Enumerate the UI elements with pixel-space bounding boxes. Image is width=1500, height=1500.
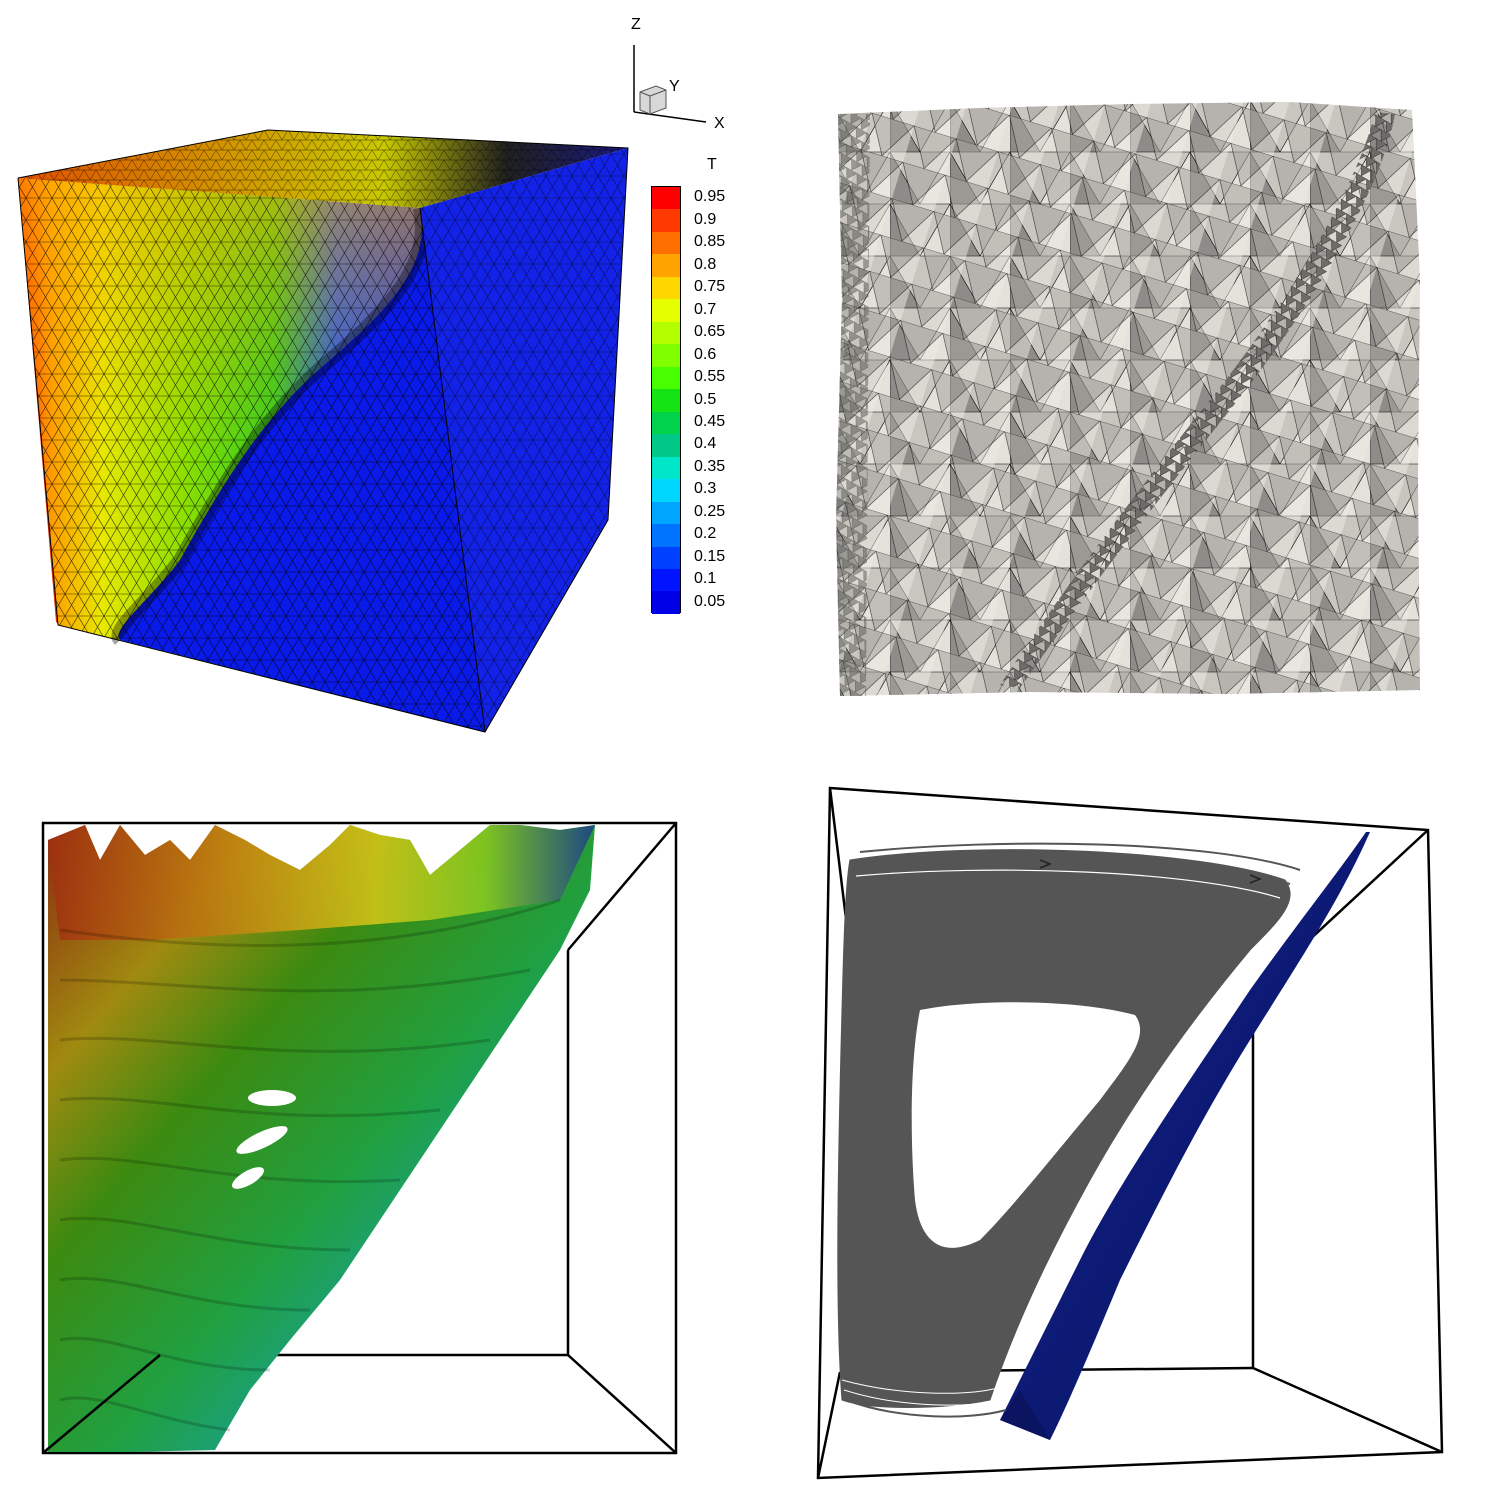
isosurface-hole xyxy=(236,1126,288,1154)
axis-x-label: X xyxy=(714,115,725,132)
colorbar-tick-label: 0.55 xyxy=(694,368,726,386)
colorbar-tick-label: 0.15 xyxy=(694,547,726,565)
colorbar-swatch xyxy=(652,366,680,390)
colorbar-tick-label: 0.35 xyxy=(694,457,726,475)
colorbar-tick-label: 0.95 xyxy=(694,188,726,206)
colorbar-swatch xyxy=(652,568,680,592)
colorbar-swatch xyxy=(652,456,680,480)
colorbar-title: T xyxy=(707,156,717,173)
axis-z-label: Z xyxy=(631,16,641,33)
axis-triad xyxy=(633,45,707,123)
colorbar-tick-label: 0.2 xyxy=(694,525,717,543)
colorbar-swatch xyxy=(652,524,680,547)
colorbar-swatch xyxy=(652,276,680,300)
colorbar-swatch xyxy=(652,344,680,367)
colorbar-tick-label: 0.75 xyxy=(694,278,726,296)
colorbar-swatch xyxy=(652,411,680,435)
isosurface-hole xyxy=(232,1167,264,1189)
colorbar-swatch xyxy=(652,299,680,322)
colorbar-tick-label: 0.45 xyxy=(694,412,726,430)
colorbar-tick-label: 0.1 xyxy=(694,570,717,588)
cold-isosurface xyxy=(1000,832,1370,1440)
colorbar-swatch xyxy=(652,546,680,569)
colorbar-swatch xyxy=(652,321,680,345)
temperature-isosurfaces xyxy=(48,825,595,1452)
isosurface-hole xyxy=(248,1090,296,1106)
colorbar-tick-label: 0.6 xyxy=(694,345,717,363)
colorbar-tick-label: 0.4 xyxy=(694,435,717,453)
streamline-hole xyxy=(911,1002,1141,1248)
streamline-panel xyxy=(816,786,1444,1480)
colorbar-swatch xyxy=(652,591,680,614)
colorbar-tick-label: 0.7 xyxy=(694,300,717,318)
colorbar-swatch xyxy=(652,231,680,255)
colorbar-swatch xyxy=(652,254,680,277)
colorbar-tick-label: 0.8 xyxy=(694,255,717,273)
colorbar-tick-label: 0.25 xyxy=(694,502,726,520)
colorbar-swatch xyxy=(652,434,680,457)
colorbar-swatch xyxy=(652,389,680,412)
axis-y-label: Y xyxy=(669,78,680,95)
colorbar-tick-label: 0.05 xyxy=(694,592,726,610)
mesh-surface-panel xyxy=(836,102,1420,696)
colorbar-tick-label: 0.3 xyxy=(694,480,717,498)
colorbar-swatch xyxy=(652,187,680,210)
colorbar-swatch xyxy=(652,501,680,525)
colorbar xyxy=(651,186,681,614)
colorbar-tick-label: 0.85 xyxy=(694,233,726,251)
colorbar-tick-label: 0.9 xyxy=(694,210,717,228)
cube-mesh-panel xyxy=(17,45,707,733)
colorbar-tick-label: 0.5 xyxy=(694,390,717,408)
colorbar-swatch xyxy=(652,209,680,232)
isosurface-panel xyxy=(41,821,678,1455)
colorbar-tick-label: 0.65 xyxy=(694,323,726,341)
refined-mesh-band xyxy=(1000,112,1395,688)
colorbar-swatch xyxy=(652,479,680,502)
